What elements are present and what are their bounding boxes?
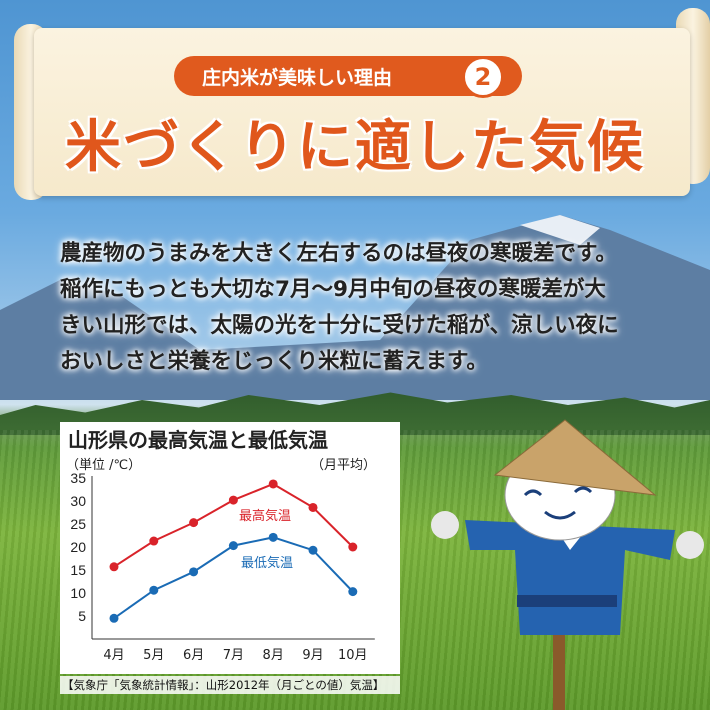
y-tick-label: 25 <box>70 516 86 532</box>
series-label: 最低気温 <box>241 555 293 571</box>
mountain-background <box>0 215 710 400</box>
body-paragraph: 農産物のうまみを大きく左右するのは昼夜の寒暖差です。 稲作にもっとも大切な7月〜… <box>60 236 680 380</box>
data-point <box>189 567 199 577</box>
body-line: 農産物のうまみを大きく左右するのは昼夜の寒暖差です。 <box>60 241 617 266</box>
data-point <box>189 518 199 528</box>
body-line: 稲作にもっとも大切な7月〜9月中旬の昼夜の寒暖差が大 <box>60 277 606 302</box>
data-point <box>308 545 318 555</box>
x-tick-label: 8月 <box>263 648 284 663</box>
data-point <box>348 587 358 597</box>
chart-panel: 山形県の最高気温と最低気温 （単位 /℃） （月平均） 5 10 15 20 25 30 3… <box>60 422 400 674</box>
chart-title: 山形県の最高気温と最低気温 <box>68 428 328 452</box>
scarecrow-illustration <box>431 419 704 710</box>
chart-note: （月平均） <box>310 458 376 473</box>
x-tick-label: 7月 <box>223 648 244 663</box>
y-tick-label: 30 <box>70 493 86 509</box>
reason-badge: 庄内米が美味しい理由 2 <box>174 56 522 98</box>
y-tick-label: 35 <box>70 470 86 486</box>
y-tick-label: 5 <box>78 608 86 624</box>
data-point <box>109 562 119 572</box>
data-point <box>149 536 159 546</box>
x-tick-label: 9月 <box>302 648 323 663</box>
y-axis-unit: （単位 /℃） <box>66 458 142 473</box>
data-point <box>228 495 238 505</box>
data-point <box>268 532 278 542</box>
badge-label: 庄内米が美味しい理由 <box>202 66 393 89</box>
body-line: きい山形では、太陽の光を十分に受けた稲が、涼しい夜に <box>60 313 619 338</box>
data-point <box>268 479 278 489</box>
data-point <box>109 613 119 623</box>
x-tick-label: 6月 <box>183 648 204 663</box>
body-line: おいしさと栄養をじっくり米粒に蓄えます。 <box>60 349 488 374</box>
chart-source: 【気象庁「気象統計情報」：山形2012年（月ごとの値）気温】 <box>60 676 400 694</box>
page-title: 米づくりに適した気候 <box>65 115 645 180</box>
x-tick-label: 4月 <box>103 648 124 663</box>
badge-number: 2 <box>462 56 504 98</box>
series-label: 最高気温 <box>239 508 291 524</box>
y-tick-label: 20 <box>70 539 86 555</box>
data-point <box>348 542 358 552</box>
x-tick-label: 10月 <box>338 648 368 663</box>
y-tick-label: 10 <box>70 585 86 601</box>
x-tick-label: 5月 <box>143 648 164 663</box>
data-point <box>149 585 159 595</box>
data-point <box>228 541 238 551</box>
data-point <box>308 502 318 512</box>
y-tick-label: 15 <box>70 562 86 578</box>
